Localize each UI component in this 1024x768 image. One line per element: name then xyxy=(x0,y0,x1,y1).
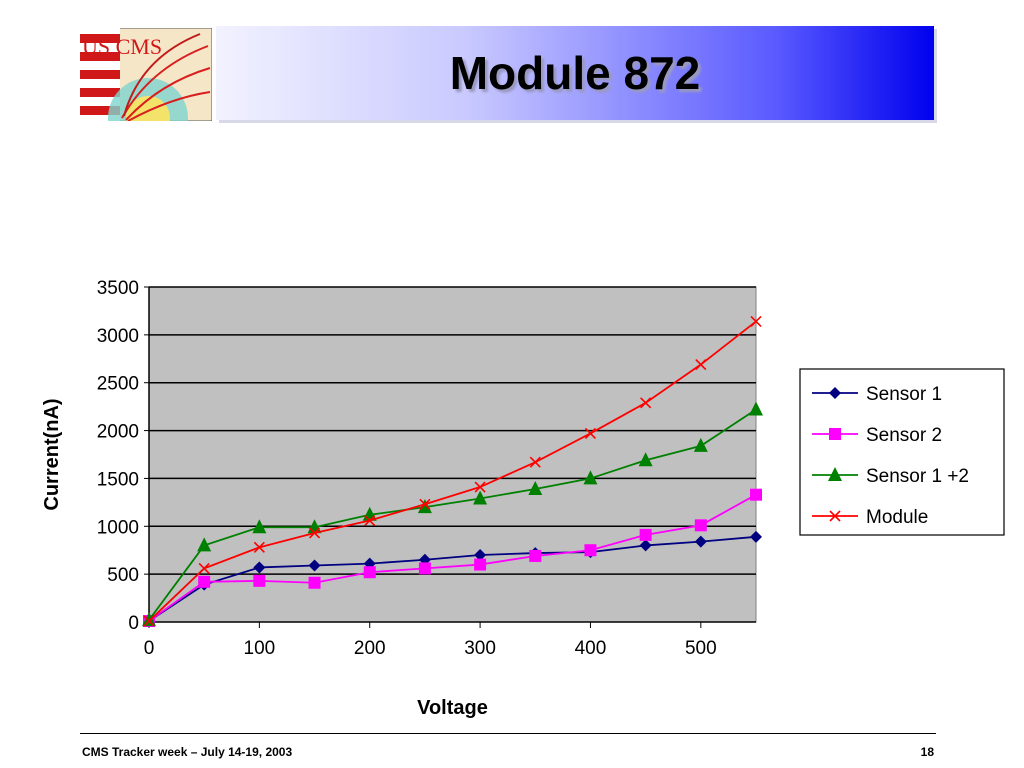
legend-marker xyxy=(829,428,841,440)
data-point xyxy=(584,544,597,557)
x-tick-label: 100 xyxy=(244,638,276,659)
data-point xyxy=(528,480,543,495)
y-tick-label: 2000 xyxy=(97,422,139,443)
data-point-stroke xyxy=(419,498,431,510)
page-number: 18 xyxy=(920,745,934,759)
data-point xyxy=(639,528,652,541)
data-point-stroke xyxy=(584,427,597,440)
y-tick-label: 500 xyxy=(107,565,139,586)
series-line xyxy=(148,408,757,621)
data-point xyxy=(363,566,376,579)
y-tick-label: 1000 xyxy=(97,517,139,538)
legend-label: Sensor 1 +2 xyxy=(866,466,969,487)
data-point xyxy=(252,519,267,534)
series-line xyxy=(148,320,757,622)
data-point xyxy=(308,527,321,539)
legend-label: Sensor 2 xyxy=(866,425,942,446)
data-point xyxy=(694,535,707,548)
x-tick-label: 200 xyxy=(354,638,386,659)
data-point xyxy=(474,558,487,571)
data-point xyxy=(308,559,321,572)
y-tick-label: 1500 xyxy=(97,469,139,490)
footer-divider xyxy=(80,733,936,734)
series-line xyxy=(148,535,757,622)
legend-item: Sensor 1 +2 xyxy=(812,466,969,487)
data-point xyxy=(142,612,156,627)
legend-label: Module xyxy=(866,507,928,528)
data-point xyxy=(253,561,266,574)
slide-title: Module 872 xyxy=(449,47,701,99)
y-tick-label: 2500 xyxy=(97,374,139,395)
gridlines xyxy=(149,286,756,575)
data-point xyxy=(419,498,431,510)
logo-text: US CMS xyxy=(82,34,162,59)
footer-text: CMS Tracker week – July 14-19, 2003 xyxy=(82,745,293,759)
data-point xyxy=(253,574,266,587)
data-point xyxy=(473,490,488,505)
data-point-stroke xyxy=(750,315,762,328)
data-point xyxy=(750,530,762,543)
data-point xyxy=(639,539,652,552)
data-point xyxy=(695,358,707,371)
series-layer xyxy=(142,315,763,628)
legend-marker xyxy=(828,467,842,481)
data-point-stroke xyxy=(198,562,210,574)
y-tick-label: 3000 xyxy=(97,326,139,347)
legend-marker xyxy=(829,387,841,399)
data-point xyxy=(638,452,653,467)
legend-item: Sensor 2 xyxy=(812,425,942,446)
data-point-stroke xyxy=(143,615,155,627)
us-cms-logo: US CMS xyxy=(80,28,212,121)
data-point xyxy=(474,481,486,493)
data-point-stroke xyxy=(364,514,376,527)
data-point-stroke xyxy=(529,456,541,468)
data-point-stroke xyxy=(474,481,486,493)
data-point xyxy=(584,427,597,440)
data-point xyxy=(143,615,155,627)
data-point-stroke xyxy=(640,397,652,409)
data-point xyxy=(749,401,763,416)
y-tick-label: 3500 xyxy=(97,278,139,299)
data-point xyxy=(750,315,762,328)
data-point xyxy=(529,549,542,562)
x-tick-label: 0 xyxy=(144,638,155,659)
data-point xyxy=(750,488,762,501)
series-4 xyxy=(143,315,762,627)
title-banner xyxy=(216,26,934,120)
data-point xyxy=(197,537,212,552)
data-point xyxy=(474,549,487,561)
legend-label: Sensor 1 xyxy=(866,384,942,405)
x-tick-label: 400 xyxy=(575,638,607,659)
series-line xyxy=(148,493,757,622)
data-point xyxy=(308,576,321,589)
legend-marker xyxy=(829,510,841,522)
data-point xyxy=(529,456,541,468)
x-tick-label: 300 xyxy=(464,638,496,659)
legend-item: Sensor 1 xyxy=(812,384,942,405)
data-point xyxy=(253,541,265,553)
data-point-stroke xyxy=(695,358,707,371)
data-point xyxy=(417,499,432,514)
data-point xyxy=(418,562,431,575)
data-point xyxy=(694,519,707,532)
data-point xyxy=(198,562,210,574)
legend-item: Module xyxy=(812,507,928,528)
data-point-stroke xyxy=(308,527,321,539)
y-tick-label: 0 xyxy=(128,613,139,634)
x-tick-label: 500 xyxy=(685,638,717,659)
data-point xyxy=(583,470,598,485)
data-point xyxy=(693,437,708,452)
x-axis-title: Voltage xyxy=(417,697,488,719)
legend: Sensor 1 Sensor 2 Sensor 1 +2 Module xyxy=(799,368,1005,536)
data-point xyxy=(198,575,211,588)
data-point xyxy=(364,514,376,527)
axes: 0 500 1000 1500 2000 2500 3000 3500 0 100 200 300 40… xyxy=(97,278,756,659)
data-point-stroke xyxy=(253,541,265,553)
legend-marker-stroke xyxy=(829,510,841,522)
data-point xyxy=(640,397,652,409)
y-axis-title: Current(nA) xyxy=(41,398,63,510)
